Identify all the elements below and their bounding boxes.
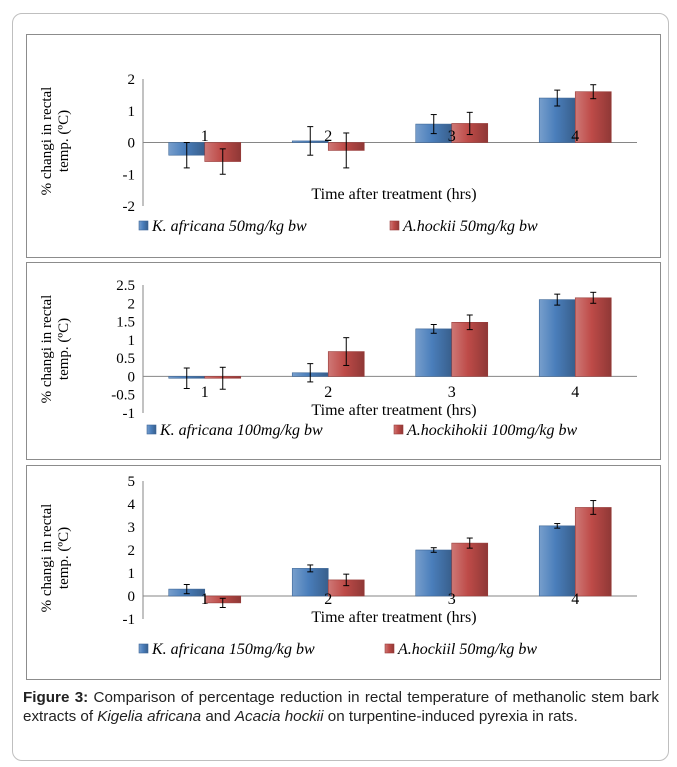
x-tick-label: 1 — [201, 384, 209, 401]
caption-text-a: Comparison of percentage reduction in re… — [23, 689, 659, 725]
legend-label: A.hockii 50mg/kg bw — [402, 218, 538, 235]
x-tick-label: 1 — [201, 591, 209, 608]
bar-k-africana — [538, 525, 576, 597]
bar-a-hockii — [574, 297, 612, 377]
y-tick-label: 0 — [128, 136, 136, 152]
y-tick-label: 1 — [128, 104, 136, 120]
y-tick-label: 2 — [128, 296, 136, 312]
bar-a-hockii — [574, 507, 612, 597]
x-axis-label: Time after treatment (hrs) — [311, 609, 476, 626]
bar-a-hockii — [451, 322, 489, 377]
legend-label: A.hockiil 50mg/kg bw — [397, 641, 537, 658]
y-tick-label: 4 — [128, 497, 136, 513]
y-axis-label: % changi in rectaltemp. (ºC) — [39, 87, 72, 196]
legend-swatch — [384, 643, 395, 654]
x-tick-label: 1 — [201, 128, 209, 145]
caption-label: Figure 3: — [23, 689, 89, 706]
bar-a-hockii — [574, 91, 612, 143]
y-tick-label: 5 — [128, 474, 136, 490]
figure-caption: Figure 3: Comparison of percentage reduc… — [23, 688, 659, 726]
legend-swatch — [389, 220, 400, 231]
y-tick-label: 0.5 — [116, 351, 135, 367]
y-tick-label: 3 — [128, 520, 136, 536]
bar-k-africana — [291, 568, 329, 597]
bar-k-africana — [538, 299, 576, 377]
x-tick-label: 4 — [571, 591, 579, 608]
x-axis-label: Time after treatment (hrs) — [311, 186, 476, 203]
y-axis-label: % changi in rectaltemp. (ºC) — [39, 295, 72, 404]
x-tick-label: 3 — [448, 384, 456, 401]
legend-label: K. africana 150mg/kg bw — [151, 641, 315, 658]
chart-panel-150mg: -1 0 1 2 3 4 5 % changi in rectaltemp. (ºC) 1 2 3 4… — [26, 465, 661, 680]
chart-150mg: -1 0 1 2 3 4 5 % changi in rectaltemp. (ºC) 1 2 3 4… — [39, 474, 637, 658]
y-tick-label: 2 — [128, 72, 136, 88]
chart-panel-100mg: -1 -0.5 0 0.5 1 1.5 2 2.5 % changi in rectaltemp… — [26, 262, 661, 460]
bar-k-africana — [415, 549, 453, 597]
y-tick-label: 1 — [128, 566, 136, 582]
y-tick-label: -2 — [123, 199, 136, 215]
caption-species-b: Acacia hockii — [234, 708, 324, 725]
x-tick-label: 2 — [324, 384, 332, 401]
y-tick-label: -0.5 — [111, 388, 135, 404]
y-axis-label: % changi in rectaltemp. (ºC) — [39, 504, 72, 613]
legend-swatch — [146, 424, 157, 435]
caption-species-a: Kigelia africana — [97, 708, 202, 725]
y-tick-label: 1.5 — [116, 315, 135, 331]
caption-text-b: and — [201, 708, 235, 725]
y-tick-label: 0 — [128, 369, 136, 385]
y-tick-label: 2 — [128, 543, 136, 559]
legend-swatch — [393, 424, 404, 435]
x-tick-label: 4 — [571, 384, 579, 401]
x-tick-label: 3 — [448, 591, 456, 608]
chart-100mg: -1 -0.5 0 0.5 1 1.5 2 2.5 % changi in rectaltemp… — [39, 278, 637, 439]
caption-text-c: on turpentine-induced pyrexia in rats. — [323, 708, 578, 725]
x-tick-label: 2 — [324, 591, 332, 608]
legend-swatch — [138, 220, 149, 231]
legend-swatch — [138, 643, 149, 654]
legend-label: K. africana 50mg/kg bw — [151, 218, 307, 235]
chart-panel-50mg: -2 -1 0 1 2 % changi in rectaltemp. (ºC) 1 2 3 4 T… — [26, 34, 661, 258]
y-tick-label: 1 — [128, 333, 136, 349]
chart-50mg: -2 -1 0 1 2 % changi in rectaltemp. (ºC) 1 2 3 4 T… — [39, 72, 637, 235]
y-tick-label: -1 — [123, 406, 136, 422]
x-tick-label: 4 — [571, 128, 579, 145]
x-tick-label: 3 — [448, 128, 456, 145]
legend-label: K. africana 100mg/kg bw — [159, 422, 323, 439]
y-tick-label: -1 — [123, 167, 136, 183]
x-tick-label: 2 — [324, 128, 332, 145]
y-tick-label: 0 — [128, 589, 136, 605]
bar-k-africana — [415, 328, 453, 377]
x-axis-label: Time after treatment (hrs) — [311, 402, 476, 419]
bar-a-hockii — [451, 542, 489, 597]
legend-label: A.hockihokii 100mg/kg bw — [406, 422, 578, 439]
y-tick-label: 2.5 — [116, 278, 135, 294]
y-tick-label: -1 — [123, 612, 136, 628]
